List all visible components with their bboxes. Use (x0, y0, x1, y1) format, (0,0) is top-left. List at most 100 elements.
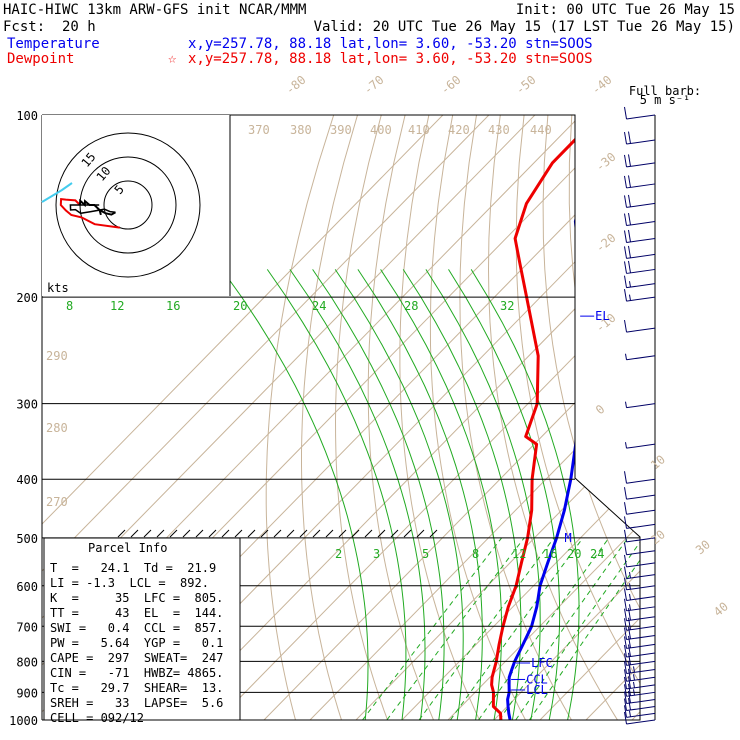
hatch-mark (156, 529, 165, 538)
hatch-mark (312, 529, 321, 538)
theta-label: 400 (370, 123, 392, 137)
hatch-mark (182, 529, 191, 538)
wind-barb-flag (628, 131, 631, 144)
isotherm-line (631, 115, 640, 720)
wind-barb-staff (626, 283, 656, 289)
pressure-label: 100 (16, 109, 38, 123)
mixing-ratio-label: 8 (472, 547, 479, 561)
wind-barb-flag (628, 644, 631, 657)
wind-barb-flag (628, 683, 631, 696)
wind-barb-flag (624, 608, 627, 621)
theta-label: 410 (408, 123, 430, 137)
wind-barb-flag (628, 617, 631, 630)
hatch-mark (364, 529, 373, 538)
isotherm-line (217, 115, 640, 720)
wind-barb-half (629, 294, 631, 301)
wind-barb-flag (628, 212, 631, 226)
wind-barb-staff (626, 114, 656, 120)
wind-barb-half (629, 593, 631, 601)
parcel-title: Parcel Info (88, 541, 167, 555)
hatch-mark (169, 529, 178, 538)
hatch-mark (117, 529, 126, 538)
wind-barb-flag (628, 260, 631, 274)
wind-barb-staff (626, 139, 656, 145)
parcel-row: CAPE = 297 SWEAT= 247 (50, 651, 223, 665)
temperature-tick-label: 10 (648, 452, 668, 472)
wind-barb-flag (624, 154, 627, 167)
wind-barb-staff (626, 616, 656, 622)
wind-barb-staff (626, 221, 656, 227)
temperature-tick-label: 20 (648, 527, 668, 547)
mixing-ratio-line (362, 537, 502, 720)
dry-adiabat-line (667, 115, 740, 720)
theta-label: 270 (46, 495, 68, 509)
wind-barb-staff (626, 268, 656, 274)
wind-barb-half (629, 604, 631, 611)
theta-label: 440 (530, 123, 552, 137)
dry-adiabat-line (334, 115, 388, 720)
dewpoint-legend: Dewpoint (7, 51, 74, 67)
dry-adiabat-line (367, 115, 434, 720)
wind-barb-flag (624, 195, 627, 208)
wind-barb-flag (624, 566, 627, 579)
mixing-ratio-label: 2 (335, 547, 342, 561)
wind-barb-flag (624, 691, 627, 704)
isotherm-line (493, 115, 640, 720)
wind-barb-flag (624, 175, 627, 189)
hatch-mark (416, 529, 425, 538)
wind-barb-staff (626, 706, 656, 712)
wind-barb-half (633, 681, 635, 688)
chart-title: HAIC-HIWC 13km ARW-GFS init NCAR/MMM (3, 2, 306, 18)
wind-barb-staff (626, 296, 656, 302)
theta-label: 390 (330, 123, 352, 137)
wind-barb-flag (628, 194, 631, 207)
barb-legend-1: Full barb: (629, 84, 701, 98)
dewpoint-location: x,y=257.78, 88.18 lat,lon= 3.60, -53.20 … (188, 51, 593, 67)
parcel-row: SREH = 33 LAPSE= 5.6 (50, 696, 223, 710)
wind-barb-flag (624, 106, 627, 120)
wind-barb-half (625, 353, 627, 360)
wind-barb-staff (626, 635, 656, 640)
parcel-row: K = 35 LFC = 805. (50, 591, 223, 605)
pressure-label: 900 (16, 686, 38, 700)
wind-barb-flag (628, 245, 631, 259)
temperature-tick-label: -20 (593, 231, 619, 256)
wind-barb-flag (628, 676, 631, 689)
hodograph-units: kts (47, 281, 69, 295)
parcel-row: CELL = 092/12 (50, 711, 144, 725)
ccl-marker-label: CCL (526, 672, 548, 686)
dry-adiabat-line (715, 115, 740, 720)
mixing-ratio-line (386, 537, 525, 720)
parcel-row: SWI = 0.4 CCL = 857. (50, 621, 223, 635)
wind-barb-half (633, 666, 635, 673)
hodograph-storm-trace (41, 182, 73, 203)
moist-adiabat-line (334, 269, 464, 720)
dry-adiabat-line (593, 115, 640, 720)
wind-barb-staff (626, 550, 656, 556)
wind-barb-flag (624, 554, 627, 568)
wind-barb-flag (624, 684, 627, 697)
dry-adiabat-line (459, 115, 572, 720)
isotherm-line (171, 115, 640, 720)
wind-barb-staff (626, 625, 656, 631)
valid-time: Valid: 20 UTC Tue 26 May 15 (17 LST Tue … (314, 19, 735, 35)
wind-barb-half (633, 689, 635, 696)
dry-adiabat-line (265, 115, 335, 720)
pressure-label: 200 (16, 291, 38, 305)
wind-barb-flag (628, 154, 631, 167)
hatch-mark (143, 529, 152, 538)
hatch-mark (403, 529, 412, 538)
wind-barb-staff (626, 699, 656, 705)
wind-barb-flag (624, 289, 627, 302)
theta-label: 380 (290, 123, 312, 137)
wind-barb-flag (624, 516, 627, 529)
pressure-label: 400 (16, 473, 38, 487)
wind-barb-staff (626, 494, 656, 500)
m-marker-label: M (565, 531, 572, 545)
wind-barb-half (625, 401, 627, 408)
hatch-mark (273, 529, 282, 538)
theta-label: 370 (248, 123, 270, 137)
moist-adiabat-label: 20 (233, 299, 247, 313)
wind-barb-flag (628, 652, 631, 665)
barb-legend-2: 5 m s⁻¹ (640, 93, 691, 107)
